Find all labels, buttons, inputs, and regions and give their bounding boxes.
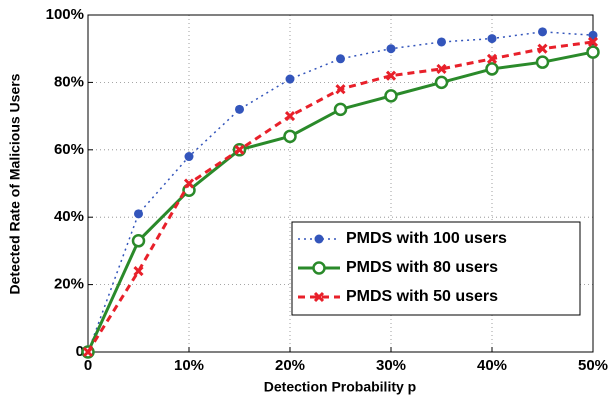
x-tick-label: 30%	[376, 357, 406, 374]
marker	[535, 55, 550, 69]
x-axis-label: Detection Probability p	[264, 379, 416, 395]
x-tick-label: 10%	[174, 357, 204, 374]
marker	[131, 234, 146, 248]
marker	[434, 75, 449, 90]
marker	[587, 36, 599, 48]
y-tick-label: 80%	[54, 73, 84, 90]
marker	[133, 266, 144, 277]
marker	[284, 111, 296, 122]
marker	[386, 44, 396, 54]
marker	[285, 74, 295, 84]
marker	[184, 152, 194, 162]
plot-frame	[87, 14, 594, 353]
legend-marker	[312, 261, 326, 275]
y-tick-label: 60%	[54, 141, 84, 158]
marker	[235, 104, 244, 114]
marker	[384, 89, 398, 103]
legend-label: PMDS with 50 users	[346, 288, 498, 305]
legend: PMDS with 100 users PMDS with 80 users PMD…	[291, 221, 581, 316]
x-tick-label: 40%	[477, 357, 507, 374]
x-tick-label: 0	[84, 357, 92, 374]
marker	[588, 30, 598, 40]
marker	[234, 144, 245, 155]
y-tick-label: 40%	[54, 208, 84, 225]
marker	[487, 34, 497, 44]
marker	[283, 129, 297, 144]
y-tick-label: 20%	[54, 276, 84, 293]
marker	[436, 63, 447, 74]
y-tick-label: 0	[76, 343, 84, 360]
marker	[437, 37, 446, 47]
marker	[385, 70, 397, 81]
y-axis-label: Detected Rate of Malicious Users	[7, 73, 23, 294]
marker	[538, 27, 547, 37]
marker	[336, 54, 345, 64]
legend-marker	[313, 291, 325, 303]
y-tick-label: 100%	[46, 6, 84, 23]
legend-marker	[314, 234, 324, 244]
marker	[183, 178, 195, 189]
marker	[134, 209, 143, 219]
legend-label: PMDS with 80 users	[346, 259, 498, 276]
x-tick-label: 20%	[275, 357, 305, 374]
legend-label: PMDS with 100 users	[346, 230, 507, 247]
series-line	[87, 31, 594, 353]
marker	[486, 53, 498, 64]
marker	[333, 102, 348, 117]
marker	[82, 346, 94, 358]
marker	[485, 62, 499, 76]
marker	[335, 84, 346, 95]
marker	[537, 43, 548, 54]
x-tick-label: 50%	[578, 357, 608, 374]
marker	[586, 45, 600, 59]
